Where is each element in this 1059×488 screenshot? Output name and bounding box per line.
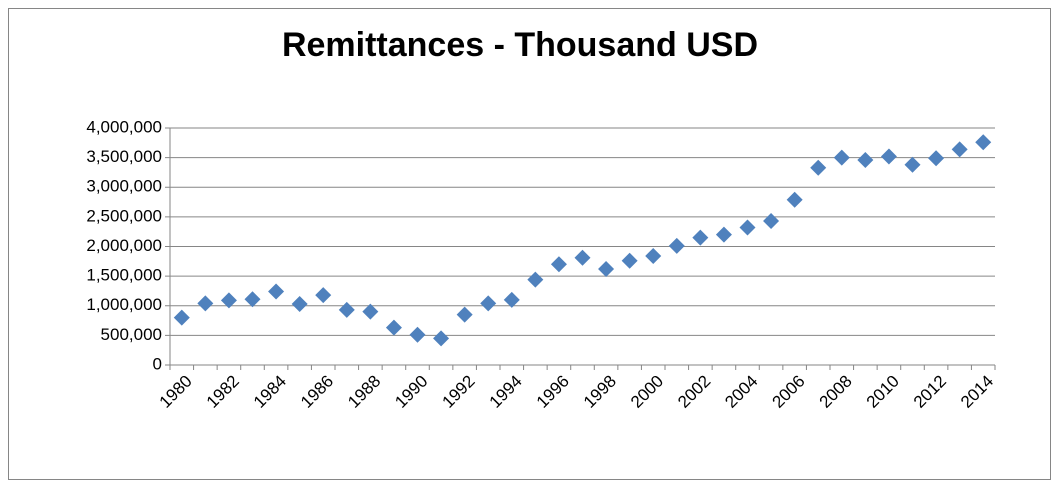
data-point — [880, 148, 897, 165]
data-point — [244, 291, 261, 308]
y-tick-label: 3,500,000 — [86, 147, 162, 166]
data-point — [786, 191, 803, 208]
y-tick-label: 4,000,000 — [86, 117, 162, 136]
data-point — [645, 247, 662, 264]
data-point — [904, 156, 921, 173]
y-tick-label: 500,000 — [101, 325, 162, 344]
data-point — [362, 303, 379, 320]
data-point — [173, 309, 190, 326]
data-point — [480, 295, 497, 312]
data-point — [668, 237, 685, 254]
data-point — [739, 219, 756, 236]
y-tick-label: 1,500,000 — [86, 266, 162, 285]
data-point — [385, 319, 402, 336]
data-point — [692, 229, 709, 246]
data-point — [503, 291, 520, 308]
data-point — [715, 226, 732, 243]
data-point — [975, 134, 992, 151]
data-point — [810, 159, 827, 176]
data-point — [268, 283, 285, 300]
data-point — [456, 306, 473, 323]
y-tick-label: 3,000,000 — [86, 177, 162, 196]
data-point — [197, 295, 214, 312]
y-tick-label: 0 — [153, 354, 162, 373]
data-point — [928, 150, 945, 167]
y-tick-label: 2,000,000 — [86, 236, 162, 255]
chart-title: Remittances - Thousand USD — [282, 26, 758, 64]
data-point — [598, 261, 615, 278]
data-point — [409, 326, 426, 343]
data-point — [550, 256, 567, 273]
data-point — [763, 213, 780, 230]
data-point — [315, 287, 332, 304]
data-point — [857, 151, 874, 168]
data-point — [433, 330, 450, 347]
data-point — [291, 295, 308, 312]
data-point — [338, 301, 355, 318]
chart-border — [8, 8, 1051, 480]
data-point — [574, 249, 591, 266]
data-point — [621, 252, 638, 269]
y-tick-label: 1,000,000 — [86, 295, 162, 314]
data-point — [833, 149, 850, 166]
data-point — [527, 271, 544, 288]
y-tick-label: 2,500,000 — [86, 206, 162, 225]
data-point — [951, 141, 968, 158]
data-point — [220, 292, 237, 309]
